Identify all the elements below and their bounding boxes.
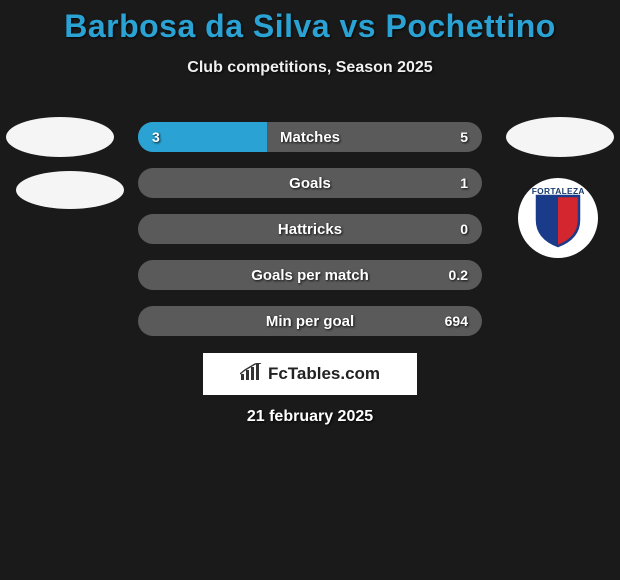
stat-label: Hattricks [138,214,482,244]
stat-label: Goals [138,168,482,198]
comparison-rows: 3Matches5 Goals1 Hattricks0 Goals per match… [138,122,482,352]
page-title: Barbosa da Silva vs Pochettino [0,0,620,45]
stat-row: Goals per match0.2 [138,260,482,290]
date-text: 21 february 2025 [0,408,620,426]
brand-text: FcTables.com [268,364,380,384]
stat-row: 3Matches5 [138,122,482,152]
chart-icon [240,363,262,386]
brand-box: FcTables.com [203,353,417,395]
shield-icon [535,194,581,248]
stat-row: Min per goal694 [138,306,482,336]
subtitle: Club competitions, Season 2025 [0,59,620,77]
club-badge: FORTALEZA [518,178,598,258]
player-right-avatar-1 [506,117,614,157]
stat-label: Matches [138,122,482,152]
stat-label: Goals per match [138,260,482,290]
stat-right-value: 0.2 [449,260,468,290]
stat-row: Goals1 [138,168,482,198]
stat-right-value: 5 [460,122,468,152]
player-left-avatar-2 [16,171,124,209]
stat-label: Min per goal [138,306,482,336]
stat-right-value: 0 [460,214,468,244]
stat-right-value: 694 [445,306,468,336]
player-left-avatar-1 [6,117,114,157]
stat-right-value: 1 [460,168,468,198]
stat-row: Hattricks0 [138,214,482,244]
